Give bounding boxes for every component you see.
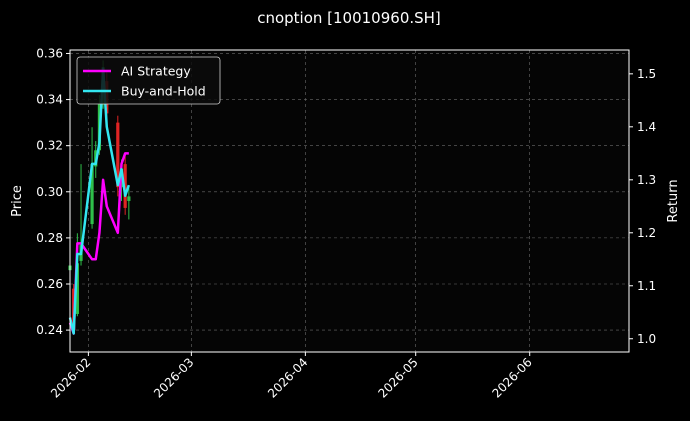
left-axis: 0.24 0.26 0.28 0.30 0.32 0.34 0.36 — [36, 46, 70, 337]
legend-box — [76, 56, 221, 105]
y-tick-label-right: 1.2 — [637, 226, 656, 240]
y-tick-label-right: 1.4 — [637, 120, 656, 134]
legend: AI Strategy Buy-and-Hold — [76, 56, 221, 105]
series-line-ai-strategy — [68, 152, 129, 335]
y-tick-label-right: 1.5 — [637, 67, 656, 81]
y-axis-label-left: Price — [10, 185, 25, 217]
y-tick-label-left: 0.36 — [36, 46, 63, 60]
plot-frame — [69, 49, 630, 353]
y-tick-label-left: 0.34 — [36, 93, 63, 107]
y-tick-label-left: 0.28 — [36, 231, 63, 245]
y-tick-label-left: 0.26 — [36, 277, 63, 291]
legend-label: AI Strategy — [121, 64, 191, 79]
right-axis: 1.0 1.1 1.2 1.3 1.4 1.5 — [629, 67, 656, 346]
y-tick-label-right: 1.1 — [637, 279, 656, 293]
series-lines — [68, 67, 131, 335]
candle-body — [116, 122, 120, 188]
y-tick-label-left: 0.30 — [36, 185, 63, 199]
chart-title: cnoption [10010960.SH] — [257, 9, 441, 27]
candle-body — [127, 196, 131, 201]
y-tick-label-left: 0.24 — [36, 323, 63, 337]
y-tick-label-right: 1.3 — [637, 173, 656, 187]
y-tick-label-left: 0.32 — [36, 139, 63, 153]
candle-body — [90, 164, 94, 225]
candle-body — [123, 164, 127, 208]
legend-label: Buy-and-Hold — [121, 84, 206, 99]
series-line-buy-and-hold — [68, 67, 131, 335]
y-axis-label-right: Return — [666, 179, 681, 222]
y-tick-label-right: 1.0 — [637, 332, 656, 346]
candle-body — [75, 263, 79, 314]
